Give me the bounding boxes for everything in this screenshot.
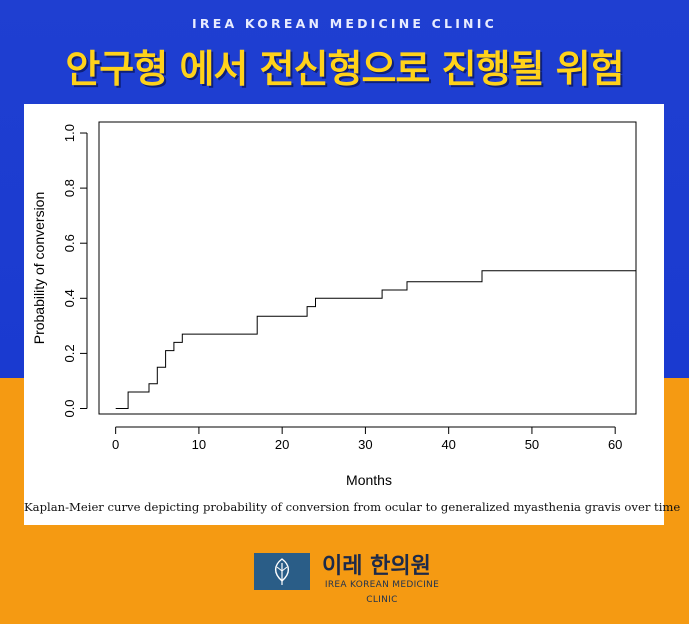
kaplan-meier-chart: 0 10 20 30 40 50 60 0.00.20.40.60.81.0 Months … <box>31 121 637 488</box>
y-tick-label: 0.8 <box>62 179 77 197</box>
logo-name-en-line2: CLINIC <box>366 595 398 605</box>
x-tick-label: 60 <box>608 437 622 452</box>
x-tick-label: 50 <box>525 437 539 452</box>
y-tick-label: 0.4 <box>62 289 77 307</box>
x-tick-label: 10 <box>192 437 206 452</box>
x-axis-label: Months <box>346 472 392 488</box>
headline-title: 안구형 에서 전신형으로 진행될 위험 <box>65 47 624 91</box>
y-axis: 0.0 0.2 0.4 0.6 0.8 1.0 <box>62 124 88 418</box>
y-tick-label: 1.0 <box>62 124 77 142</box>
clinic-name-header: IREA KOREAN MEDICINE CLINIC <box>192 16 497 31</box>
y-tick-label: 0.6 <box>62 234 77 252</box>
x-axis: 0 10 20 30 40 50 60 <box>112 426 622 452</box>
leaf-icon <box>274 558 290 585</box>
x-tick-label: 30 <box>358 437 372 452</box>
x-tick-label: 0 <box>112 437 119 452</box>
km-step-line <box>115 270 636 409</box>
x-tick-label: 20 <box>275 437 289 452</box>
logo-name-ko: 이레 한의원 <box>322 554 431 579</box>
y-tick-label: 0.0 <box>62 399 77 417</box>
chart-panel: 0 10 20 30 40 50 60 0.0 0.2 0.4 0.6 0.8 1.0 Months … <box>24 104 681 525</box>
chart-caption: Kaplan-Meier curve depicting probability… <box>24 500 681 514</box>
y-tick-label: 0.2 <box>62 344 77 362</box>
logo-name-en-line1: IREA KOREAN MEDICINE <box>324 580 440 590</box>
logo-mark <box>254 553 310 590</box>
y-axis-label: Probability of conversion <box>31 192 47 345</box>
x-tick-label: 40 <box>441 437 455 452</box>
plot-frame <box>98 121 637 415</box>
